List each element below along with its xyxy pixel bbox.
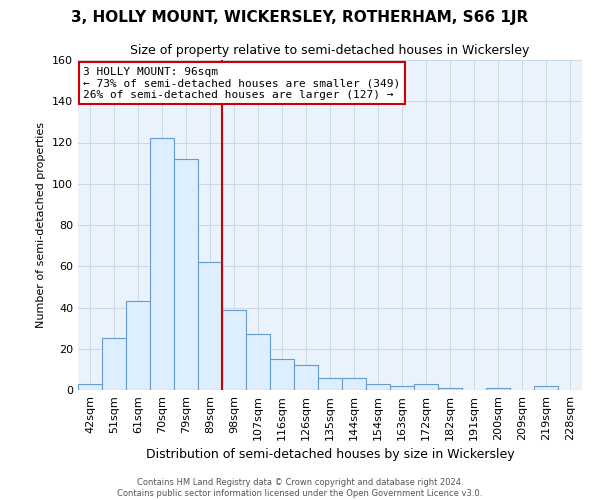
Bar — [318, 378, 342, 390]
Y-axis label: Number of semi-detached properties: Number of semi-detached properties — [37, 122, 46, 328]
Bar — [390, 386, 414, 390]
Text: 3, HOLLY MOUNT, WICKERSLEY, ROTHERHAM, S66 1JR: 3, HOLLY MOUNT, WICKERSLEY, ROTHERHAM, S… — [71, 10, 529, 25]
Bar — [414, 384, 438, 390]
Bar — [486, 388, 510, 390]
Bar — [438, 388, 462, 390]
Bar — [126, 302, 150, 390]
Title: Size of property relative to semi-detached houses in Wickersley: Size of property relative to semi-detach… — [130, 44, 530, 58]
Bar — [198, 262, 222, 390]
Bar — [78, 384, 102, 390]
Bar — [174, 159, 198, 390]
Bar — [102, 338, 126, 390]
Bar — [246, 334, 270, 390]
Bar — [366, 384, 390, 390]
Bar — [222, 310, 246, 390]
Bar — [294, 365, 318, 390]
Text: 3 HOLLY MOUNT: 96sqm
← 73% of semi-detached houses are smaller (349)
26% of semi: 3 HOLLY MOUNT: 96sqm ← 73% of semi-detac… — [83, 66, 400, 100]
Bar — [534, 386, 558, 390]
Bar — [342, 378, 366, 390]
Bar — [270, 359, 294, 390]
Text: Contains HM Land Registry data © Crown copyright and database right 2024.
Contai: Contains HM Land Registry data © Crown c… — [118, 478, 482, 498]
X-axis label: Distribution of semi-detached houses by size in Wickersley: Distribution of semi-detached houses by … — [146, 448, 514, 462]
Bar — [150, 138, 174, 390]
